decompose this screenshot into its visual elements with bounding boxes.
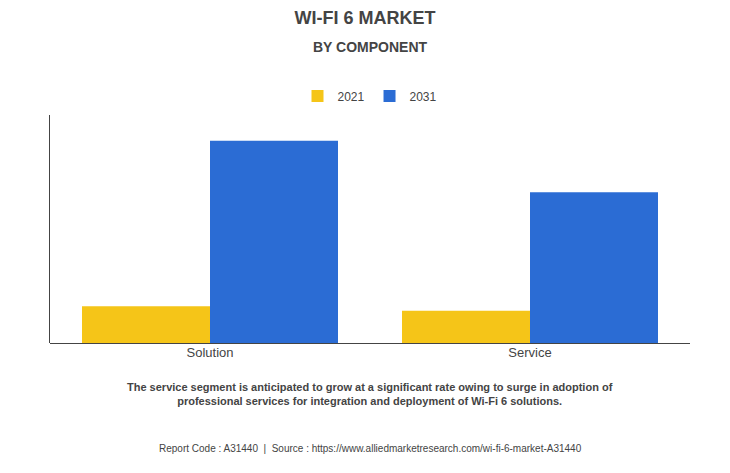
svg-text:Report Code : A31440 | Sourc: Report Code : A31440 | Source : https://…: [159, 443, 582, 454]
svg-text:Service: Service: [508, 345, 551, 360]
svg-text:2021: 2021: [338, 90, 365, 104]
svg-text:WI-FI 6 MARKET: WI-FI 6 MARKET: [295, 8, 436, 28]
svg-text:2031: 2031: [410, 90, 437, 104]
svg-text:The service segment is anticip: The service segment is anticipated to gr…: [127, 381, 613, 407]
svg-text:Solution: Solution: [187, 345, 234, 360]
svg-text:BY COMPONENT: BY COMPONENT: [313, 39, 428, 55]
